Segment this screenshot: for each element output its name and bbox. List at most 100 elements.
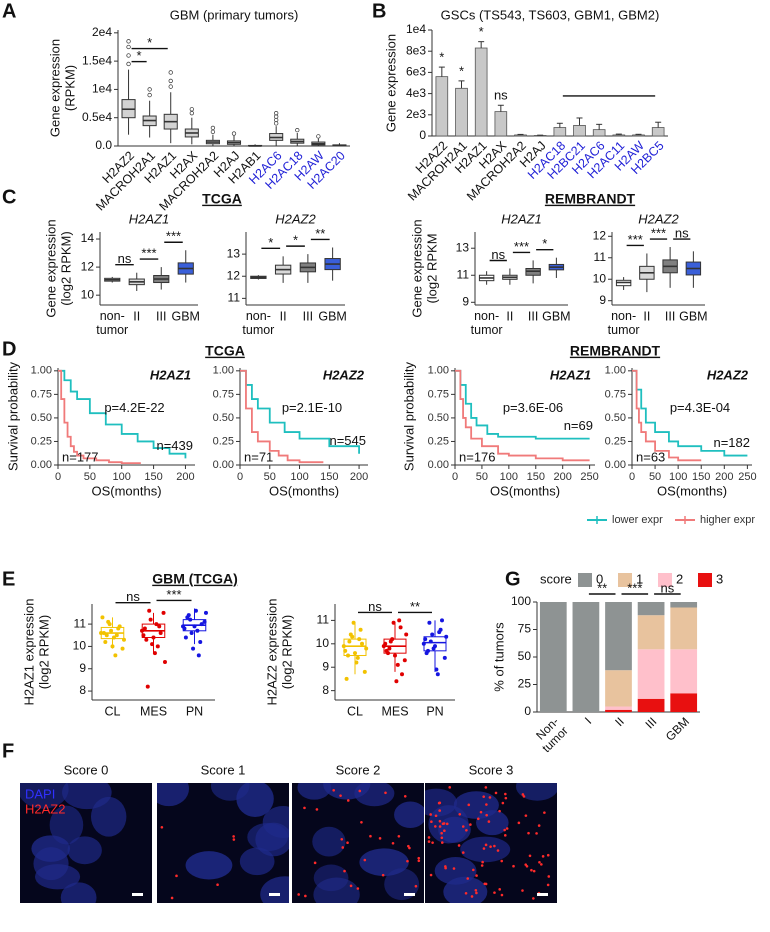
y-tick-label: 75 <box>518 622 532 636</box>
signal-dot <box>522 795 526 798</box>
y-tick-label: 11 <box>594 250 607 264</box>
legend-label: 1 <box>636 571 643 586</box>
outlier <box>168 78 173 84</box>
panel-label: C <box>2 186 16 208</box>
point <box>400 672 404 677</box>
n-label: n=63 <box>636 449 665 464</box>
y-axis-label: H2AZ2 expression <box>264 599 279 706</box>
x-tick-label: GBM <box>318 309 346 323</box>
x-tick-label: PN <box>426 704 443 718</box>
signal-dot <box>304 894 307 898</box>
outlier <box>316 134 321 139</box>
signal-dot <box>378 837 382 840</box>
x-tick-label: II <box>643 309 650 323</box>
y-tick-label: 1.00 <box>605 365 626 377</box>
y-tick-label: 0.75 <box>605 388 626 400</box>
y-tick-label: 12 <box>227 268 241 282</box>
box <box>423 636 447 652</box>
point <box>157 624 162 629</box>
y-tick-label: 0.50 <box>605 412 626 424</box>
y-tick-label: 10 <box>73 639 87 653</box>
signal-dot <box>232 838 236 841</box>
survival-curve <box>240 369 360 454</box>
y-tick-label: 0 <box>524 704 531 718</box>
signal-dot <box>464 891 468 895</box>
micrograph-title: Score 3 <box>469 762 514 777</box>
y-tick-label: 2e3 <box>406 107 426 121</box>
survival-curve <box>58 369 187 459</box>
x-tick-label: CL <box>347 704 363 718</box>
signal-dot <box>175 874 178 878</box>
x-tick-label: GBM <box>679 309 707 323</box>
signal-dot <box>503 834 507 837</box>
point <box>114 633 119 638</box>
signal-dot <box>501 801 505 805</box>
point <box>394 679 399 684</box>
nucleus <box>210 783 250 801</box>
scale-bar <box>269 893 280 896</box>
y-tick-label: 0.00 <box>213 459 234 471</box>
signal-dot <box>349 884 353 888</box>
y-axis-label: % of tumors <box>491 622 506 692</box>
outlier <box>126 61 131 67</box>
panel-label: B <box>372 0 386 22</box>
signal-dot <box>521 793 525 796</box>
n-label: n=176 <box>459 449 496 464</box>
y-tick-label: 0.50 <box>428 412 449 424</box>
legend-swatch <box>578 573 592 587</box>
signal-dot <box>485 813 488 817</box>
y-tick-label: 0 <box>419 128 426 142</box>
signal-dot <box>547 875 551 878</box>
nuclei <box>20 783 127 903</box>
x-tick-label: 250 <box>738 471 756 483</box>
point <box>430 632 435 637</box>
channel-label: H2AZ2 <box>25 801 65 816</box>
x-tick-label: non-tumor <box>242 309 274 337</box>
nucleus <box>476 810 509 836</box>
signal-dot <box>443 829 446 833</box>
annotation: * <box>439 50 444 65</box>
bar <box>553 127 567 137</box>
signal-dot <box>363 858 367 862</box>
nucleus <box>434 857 477 885</box>
x-tick-label: II <box>280 309 287 323</box>
point <box>144 637 149 642</box>
y-axis-label: (log2 RPKM) <box>36 615 51 689</box>
x-tick-label: 0 <box>237 471 243 483</box>
y-tick-label: 11 <box>317 613 330 627</box>
group-title: REMBRANDT <box>545 191 636 207</box>
nucleus <box>323 783 371 800</box>
comparison-label: *** <box>627 580 642 595</box>
point <box>148 617 153 622</box>
n-label: n=71 <box>244 449 273 464</box>
point <box>106 619 111 624</box>
x-tick-label: 50 <box>264 471 276 483</box>
signal-dot <box>458 812 462 816</box>
signal-dot <box>332 789 336 792</box>
y-tick-label: 13 <box>456 240 470 254</box>
x-tick-label: 0 <box>452 471 458 483</box>
signal-dot <box>339 794 342 797</box>
point <box>398 625 403 630</box>
point <box>155 644 160 649</box>
signal-dot <box>369 834 372 838</box>
signal-dot <box>470 895 474 898</box>
signal-dot <box>406 859 409 863</box>
bar <box>435 76 449 137</box>
y-tick-label: 0.0 <box>95 138 112 152</box>
y-tick-label: 4e3 <box>406 86 426 100</box>
nucleus <box>297 783 332 800</box>
point <box>203 610 208 615</box>
x-axis-label: OS(months) <box>91 483 161 498</box>
signal-dot <box>485 803 488 806</box>
bar-segment <box>637 649 665 699</box>
y-tick-label: 1.5e4 <box>82 53 112 67</box>
outlier <box>189 111 194 116</box>
y-axis-label: (log2 RPKM) <box>58 231 73 305</box>
survival-curve <box>455 369 590 462</box>
point <box>103 639 108 644</box>
x-tick-label: 100 <box>669 471 687 483</box>
signal-dot <box>434 814 438 818</box>
signal-dot <box>381 873 385 877</box>
